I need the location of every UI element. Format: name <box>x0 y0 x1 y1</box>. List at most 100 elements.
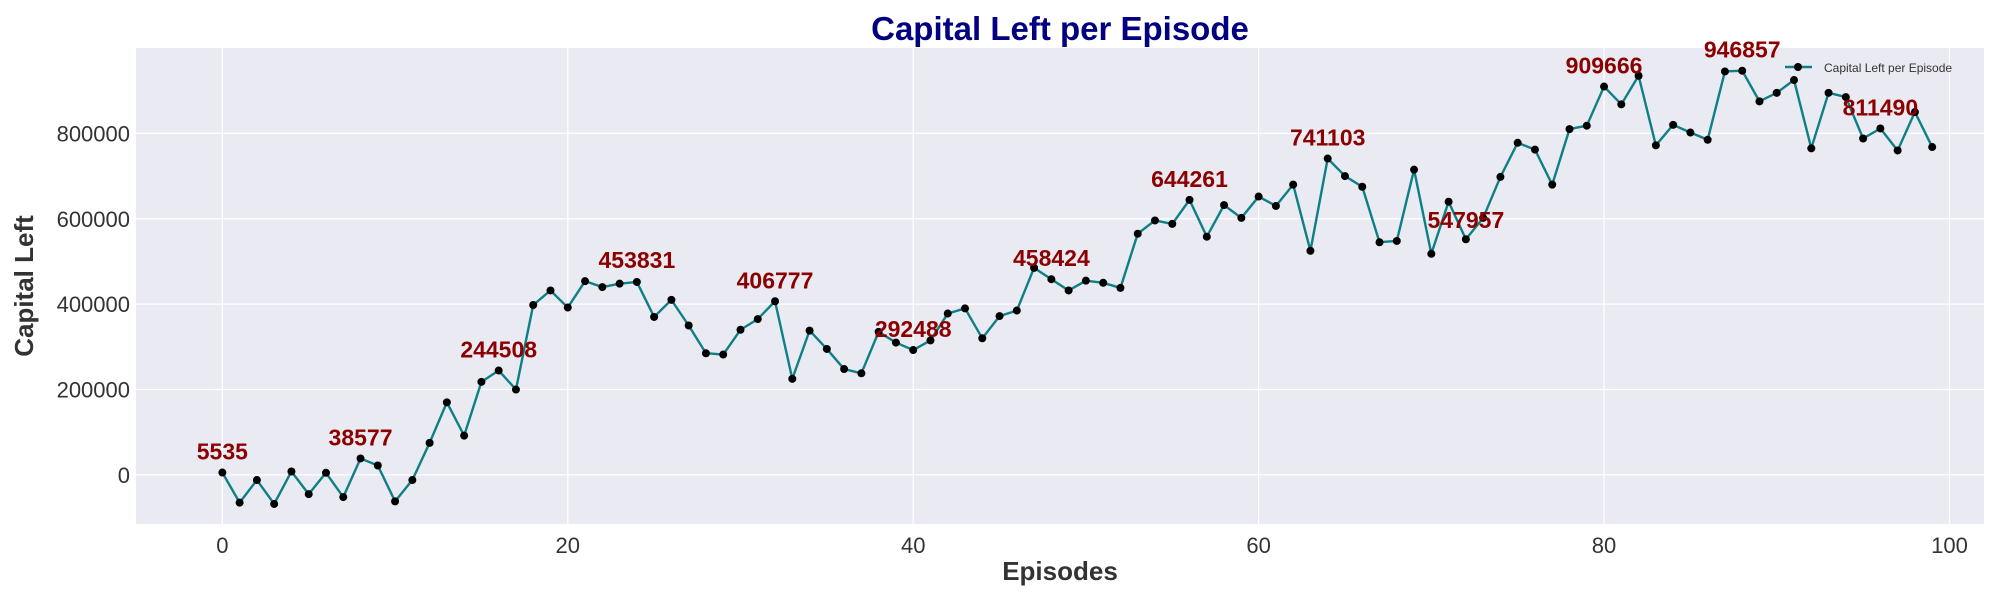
data-point <box>1254 192 1263 201</box>
y-tick-label: 600000 <box>57 207 130 232</box>
data-label: 909666 <box>1566 53 1643 79</box>
y-tick-labels: 0 200000 400000 600000 800000 <box>57 121 130 488</box>
data-point <box>1859 134 1868 143</box>
data-point <box>650 312 659 321</box>
data-point <box>771 297 780 306</box>
data-point <box>805 326 814 335</box>
data-point <box>1392 236 1401 245</box>
data-point <box>1202 232 1211 241</box>
data-point <box>1099 278 1108 287</box>
data-point <box>719 350 728 359</box>
data-point <box>1427 249 1436 258</box>
data-point <box>1928 143 1937 152</box>
data-point <box>235 498 244 507</box>
data-point <box>632 277 641 286</box>
data-point <box>1807 144 1816 153</box>
data-point <box>1444 197 1453 206</box>
x-tick-labels: 0 20 40 60 80 100 <box>216 533 1968 558</box>
data-point <box>736 325 745 334</box>
data-point <box>391 497 400 506</box>
data-point <box>425 438 434 447</box>
gridlines <box>136 48 1984 524</box>
data-point <box>753 315 762 324</box>
data-point <box>1565 125 1574 134</box>
data-point <box>1410 165 1419 174</box>
data-point <box>926 336 935 345</box>
data-point <box>1271 201 1280 210</box>
data-point <box>667 295 676 304</box>
data-point <box>1220 201 1229 210</box>
data-point <box>684 321 693 330</box>
data-point <box>1047 275 1056 284</box>
data-point <box>270 499 279 508</box>
data-point <box>1703 135 1712 144</box>
data-point <box>615 279 624 288</box>
data-label: 547957 <box>1427 207 1504 233</box>
data-point <box>1790 76 1799 85</box>
data-point <box>494 366 503 375</box>
data-point <box>822 344 831 353</box>
data-label: 811490 <box>1843 94 1918 120</box>
data-point <box>1116 283 1125 292</box>
data-point <box>909 346 918 355</box>
x-tick-label: 40 <box>901 533 925 558</box>
data-point <box>304 490 313 499</box>
data-point <box>477 377 486 386</box>
data-point <box>563 303 572 312</box>
legend-marker <box>1794 63 1802 71</box>
data-point <box>1582 121 1591 130</box>
data-point <box>1513 138 1522 147</box>
data-point <box>1306 246 1315 255</box>
data-label: 292488 <box>875 316 952 342</box>
data-point <box>1185 195 1194 204</box>
x-axis-label: Episodes <box>1002 556 1118 586</box>
data-point <box>1012 306 1021 315</box>
data-point <box>581 277 590 286</box>
data-point <box>961 304 970 313</box>
data-point <box>874 327 883 336</box>
data-point <box>1479 213 1488 222</box>
data-point <box>1375 238 1384 247</box>
data-point <box>1720 67 1729 76</box>
y-axis-label: Capital Left <box>9 215 39 357</box>
data-point <box>1340 172 1349 181</box>
data-point <box>529 301 538 309</box>
data-point <box>408 476 417 485</box>
x-tick-label: 100 <box>1931 533 1968 558</box>
data-point <box>1461 235 1470 244</box>
data-point <box>339 493 348 502</box>
data-point <box>1030 263 1039 272</box>
data-point <box>511 385 520 394</box>
data-point <box>1358 182 1367 191</box>
data-point <box>598 283 607 292</box>
legend: Capital Left per Episode <box>1785 61 1952 75</box>
data-point <box>1738 66 1747 75</box>
data-point <box>1323 154 1332 163</box>
x-tick-label: 0 <box>216 533 228 558</box>
data-point <box>840 365 849 374</box>
data-label: 5535 <box>197 439 248 465</box>
data-point <box>1064 286 1073 295</box>
data-label: 453831 <box>598 247 675 273</box>
data-point <box>1876 124 1885 133</box>
data-label: 406777 <box>737 267 814 293</box>
y-tick-label: 200000 <box>57 378 130 403</box>
data-point <box>1772 88 1781 97</box>
data-point <box>252 476 261 485</box>
data-point <box>373 461 382 470</box>
data-point <box>1600 82 1609 91</box>
data-point <box>1237 213 1246 222</box>
data-point <box>701 349 710 358</box>
data-point <box>442 398 451 407</box>
y-tick-label: 0 <box>118 463 130 488</box>
data-point <box>1669 120 1678 129</box>
data-label: 644261 <box>1151 166 1228 192</box>
points-group <box>218 66 1937 508</box>
data-point <box>1081 276 1090 285</box>
data-label: 741103 <box>1290 125 1365 151</box>
data-point <box>943 309 952 318</box>
data-point <box>1651 141 1660 150</box>
data-point <box>788 374 797 383</box>
data-point <box>857 369 866 378</box>
